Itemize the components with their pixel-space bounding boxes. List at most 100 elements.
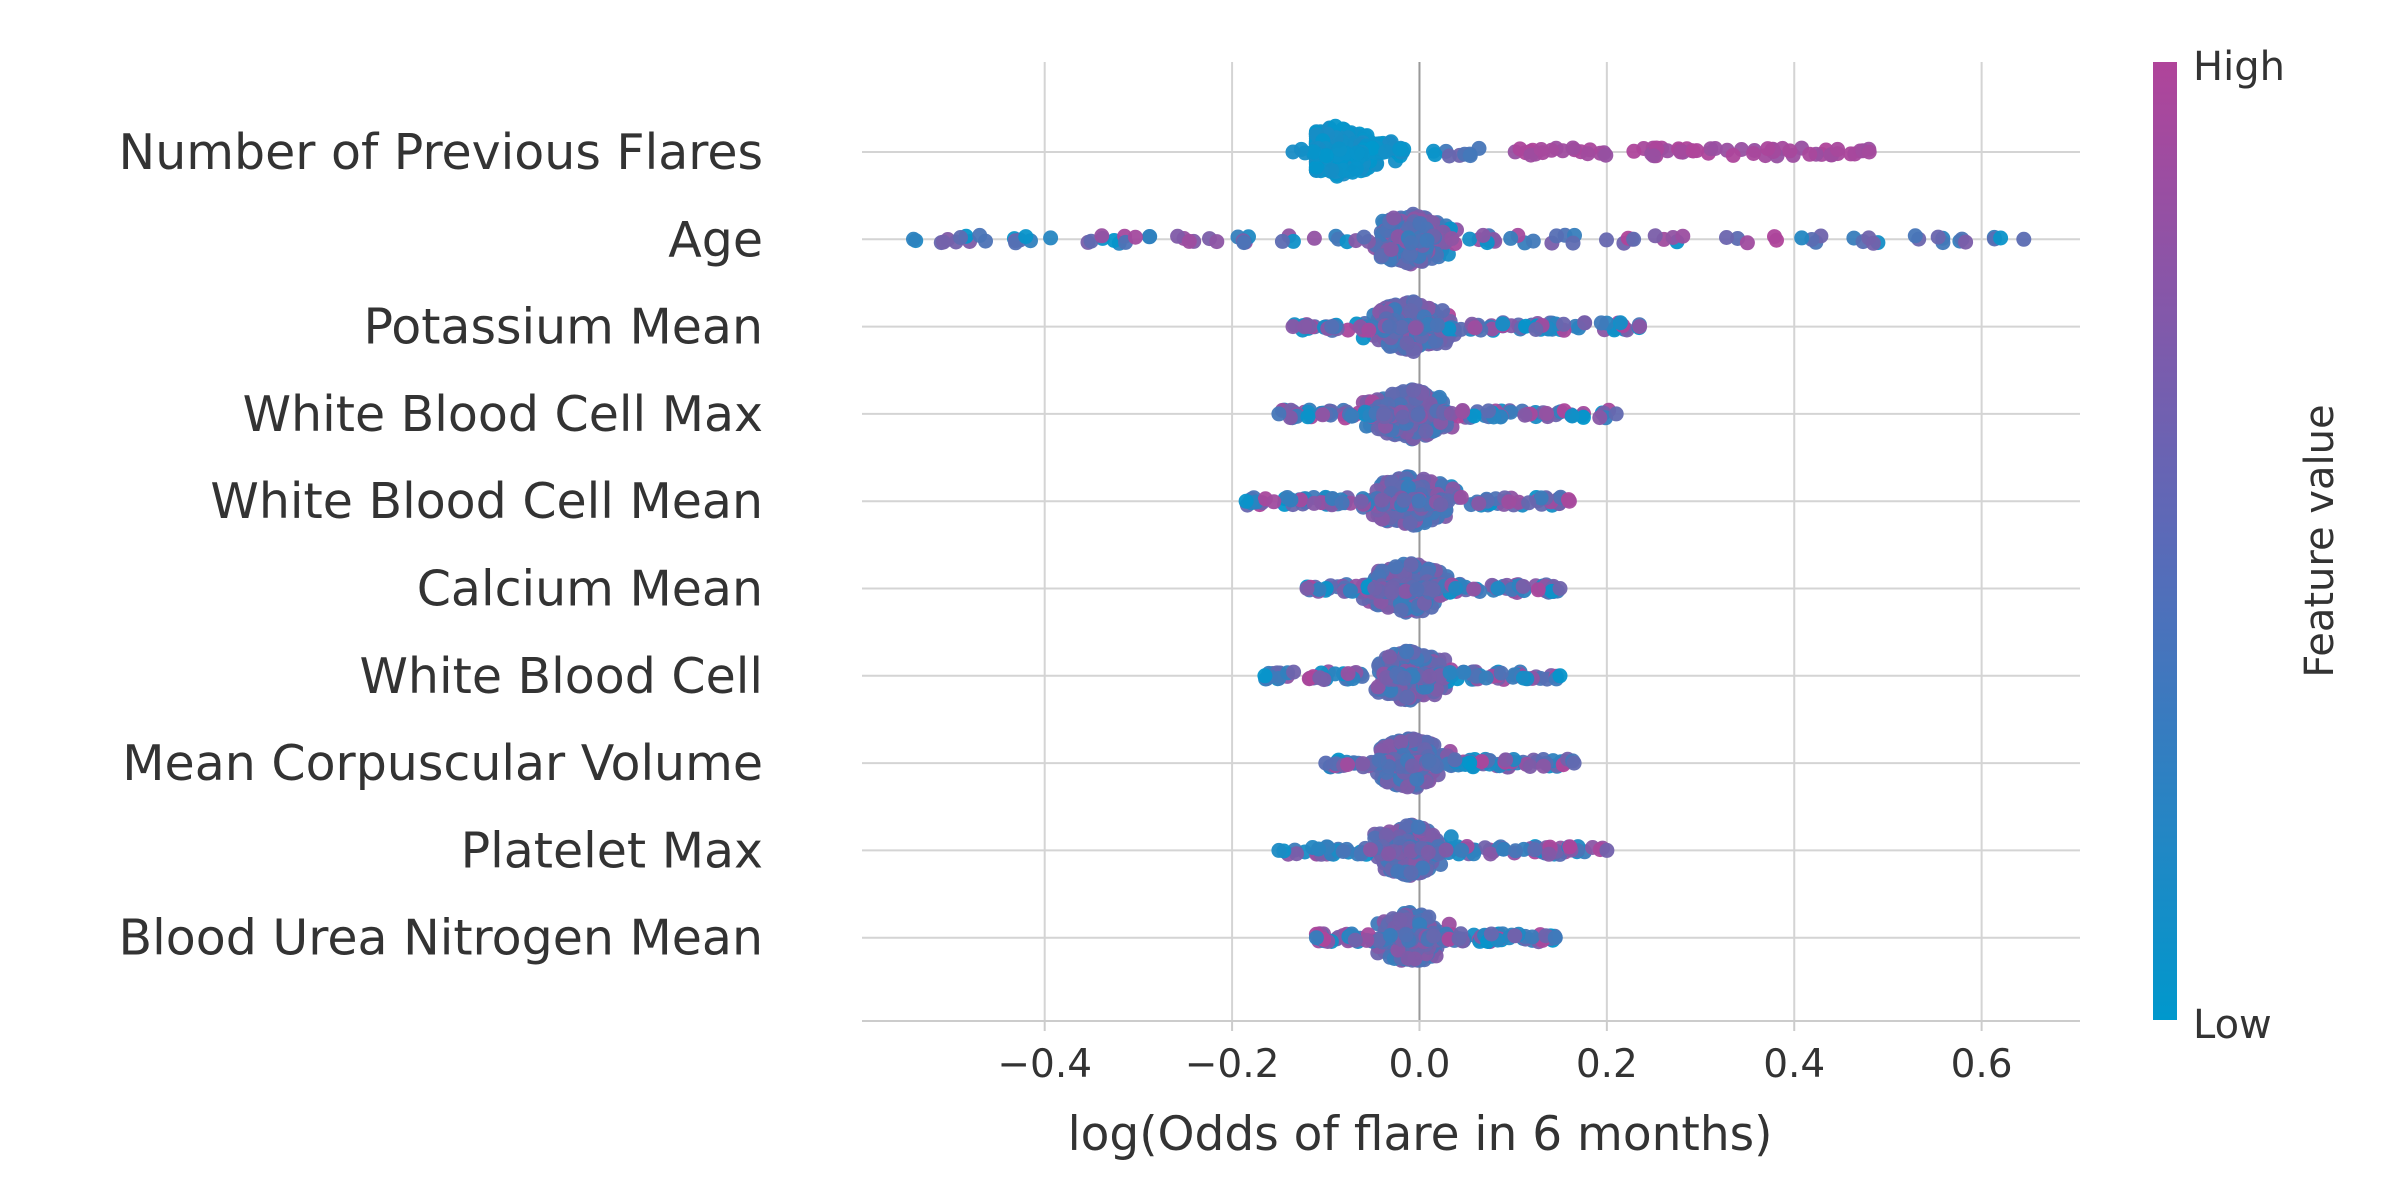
data-point: [1407, 732, 1423, 748]
data-point: [1441, 321, 1457, 337]
feature-swarm: [1299, 556, 1568, 620]
feature-swarm: [1257, 643, 1568, 708]
data-point: [1447, 752, 1463, 768]
data-point: [1324, 162, 1340, 178]
data-point: [1525, 233, 1541, 249]
data-point: [1438, 842, 1454, 858]
data-point: [1794, 230, 1810, 246]
feature-labels: Number of Previous Flares Age Potassium Me…: [119, 124, 763, 967]
feature-label: White Blood Cell Max: [243, 386, 763, 443]
data-point: [1725, 147, 1741, 163]
data-point: [2016, 231, 2032, 247]
data-point: [1289, 846, 1304, 862]
data-point: [1930, 229, 1946, 245]
data-point: [1410, 819, 1426, 835]
data-point: [1308, 159, 1324, 175]
data-point: [1404, 758, 1420, 774]
data-point: [1455, 404, 1471, 420]
feature-swarm: [1318, 731, 1582, 795]
data-point: [1466, 408, 1482, 424]
data-point: [1400, 951, 1416, 966]
data-point: [1533, 142, 1549, 157]
feature-swarm: [1271, 817, 1615, 883]
data-point: [1719, 230, 1734, 245]
x-tick-label: 0.2: [1576, 1042, 1638, 1087]
data-point: [1474, 754, 1489, 770]
data-point: [1367, 580, 1383, 596]
data-point: [1402, 515, 1418, 531]
colorbar-low-label: Low: [2193, 1002, 2272, 1048]
data-point: [1435, 303, 1450, 319]
x-tick-label: 0.6: [1951, 1042, 2013, 1087]
data-point: [1381, 319, 1397, 335]
data-point: [1565, 140, 1581, 156]
data-point: [1577, 315, 1593, 331]
data-point: [1335, 844, 1351, 859]
data-point: [1400, 479, 1416, 495]
data-point: [1907, 228, 1923, 244]
data-point: [1419, 232, 1435, 248]
feature-swarm: [1285, 294, 1648, 359]
data-point: [1782, 143, 1798, 159]
data-point: [1425, 582, 1441, 598]
data-point: [1685, 143, 1701, 159]
x-tick-label: −0.4: [997, 1042, 1092, 1087]
data-point: [1363, 842, 1378, 858]
data-point: [1561, 493, 1577, 509]
data-point: [1348, 161, 1364, 177]
data-point: [1958, 234, 1974, 250]
data-point: [1306, 230, 1322, 246]
data-point: [1355, 756, 1371, 772]
data-point: [1517, 407, 1533, 423]
data-point: [935, 234, 951, 250]
colorbar-gradient: [2153, 62, 2177, 1020]
data-point: [1393, 734, 1409, 750]
data-point: [1830, 141, 1846, 157]
feature-label: Age: [668, 211, 763, 268]
data-point: [1398, 583, 1414, 599]
colorbar-title: Feature value: [2297, 404, 2343, 677]
data-point: [1382, 649, 1398, 665]
data-point: [972, 227, 988, 243]
data-point: [1675, 228, 1691, 244]
feature-swarm: [906, 206, 2032, 272]
data-point: [1344, 408, 1360, 424]
data-point: [1018, 229, 1034, 245]
feature-swarm: [1238, 469, 1577, 533]
data-point: [1626, 231, 1642, 247]
data-point: [1421, 668, 1437, 684]
data-point: [1285, 319, 1301, 335]
data-point: [1483, 846, 1498, 862]
data-point: [1318, 755, 1334, 771]
data-point: [1141, 229, 1157, 245]
data-point: [1475, 227, 1491, 243]
data-point: [1429, 317, 1445, 333]
data-point: [1593, 315, 1609, 331]
data-point: [1608, 406, 1624, 422]
data-point: [1209, 234, 1225, 250]
data-point: [1466, 581, 1482, 597]
data-point: [1297, 319, 1313, 335]
data-point: [1383, 242, 1399, 257]
data-point: [1493, 665, 1509, 681]
data-point: [1170, 228, 1186, 244]
data-point: [1403, 235, 1419, 251]
data-point: [1094, 228, 1110, 244]
data-point: [1598, 147, 1614, 163]
data-point: [1285, 144, 1301, 160]
data-point: [1552, 581, 1568, 596]
data-point: [1399, 689, 1415, 705]
data-point: [1395, 409, 1411, 425]
data-point: [1508, 843, 1523, 859]
data-point: [1516, 670, 1531, 686]
data-point: [1483, 926, 1499, 942]
data-point: [1425, 827, 1441, 843]
data-point: [1760, 141, 1776, 157]
feature-label: White Blood Cell Mean: [210, 473, 763, 530]
data-point: [1299, 581, 1315, 596]
data-point: [1236, 235, 1252, 251]
data-point: [1420, 844, 1436, 860]
data-point: [1556, 316, 1572, 332]
data-point: [1767, 229, 1782, 245]
